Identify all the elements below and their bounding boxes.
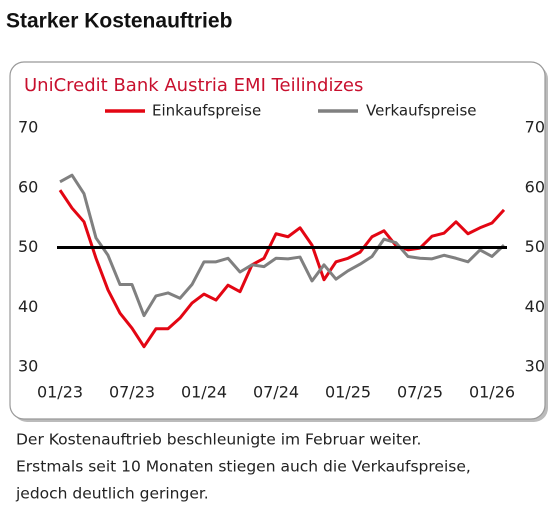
series-line [58,189,506,349]
x-tick-label: 07/24 [253,383,299,402]
heading: Starker Kostenauftrieb [6,10,232,33]
y-tick-label: 60 [18,177,38,196]
x-tick-label: 01/24 [181,383,227,402]
chart-title: UniCredit Bank Austria EMI Teilindizes [24,75,363,96]
y2-tick-label: 60 [525,177,545,196]
caption: jedoch deutlich geringer. [15,485,209,503]
x-tick-label: 07/25 [397,383,443,402]
y-tick-label: 70 [18,118,38,137]
chart-box [9,61,546,420]
y2-tick-label: 70 [525,118,545,137]
y-tick-label: 40 [18,297,38,316]
y2-tick-label: 30 [525,357,545,376]
x-tick-label: 01/23 [37,383,83,402]
y-tick-label: 30 [18,357,38,376]
series-line [59,173,506,318]
x-tick-label: 01/26 [469,383,515,402]
x-tick-label: 07/23 [109,383,155,402]
y2-tick-label: 40 [525,297,545,316]
caption: Erstmals seit 10 Monaten stiegen auch di… [16,458,471,476]
y-tick-label: 50 [18,237,38,256]
legend-label: Verkaufspreise [366,102,477,120]
caption: Der Kostenauftrieb beschleunigte im Febr… [16,431,421,449]
y2-tick-label: 50 [525,237,545,256]
x-tick-label: 01/25 [325,383,371,402]
legend-label: Einkaufspreise [152,102,261,120]
